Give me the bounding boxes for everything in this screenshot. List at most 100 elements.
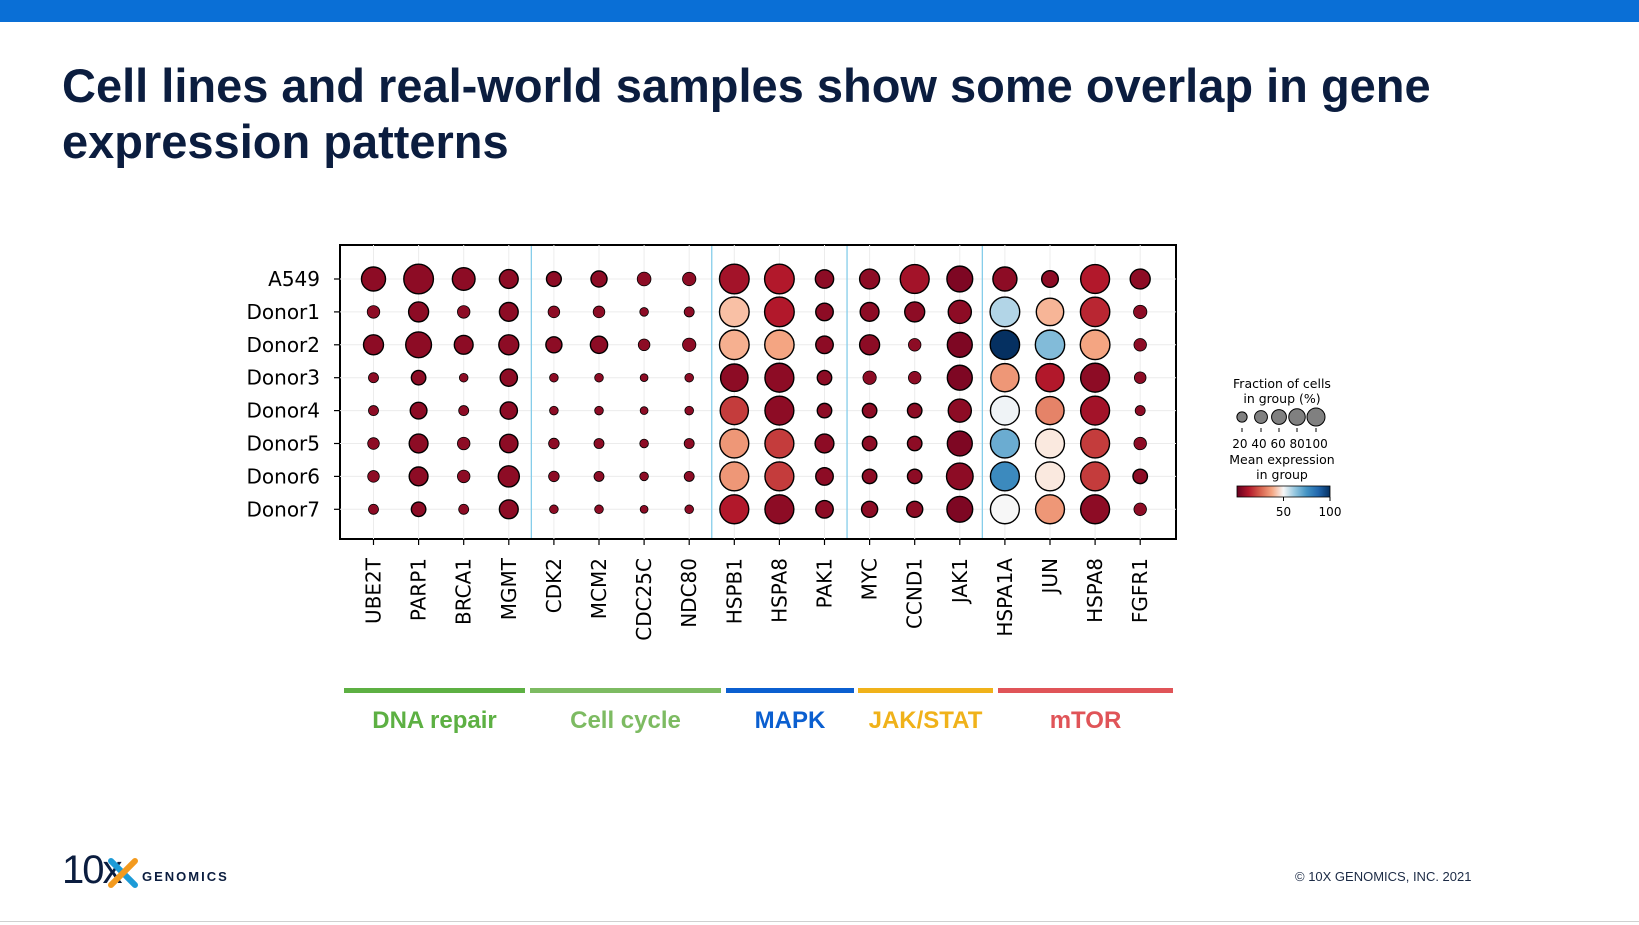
size-legend-dots [1236, 407, 1326, 432]
dot-donor5-jak1 [946, 430, 973, 457]
dot-a549-cdk2 [545, 270, 563, 288]
dot-donor3-hspb1 [719, 363, 749, 393]
dot-donor6-mcm2 [593, 470, 605, 482]
dot-donor2-fgfr1 [1133, 338, 1147, 352]
dot-donor3-hspa8 [764, 362, 795, 393]
dot-donor3-cdc25c [639, 373, 649, 383]
group-label: Cell cycle [570, 707, 681, 734]
dot-a549-hspa1a [992, 266, 1018, 292]
size-legend-dot [1271, 409, 1287, 425]
row-label: A549 [268, 267, 320, 291]
dot-donor7-ndc80 [684, 504, 694, 515]
dot-donor1-brca1 [457, 305, 471, 319]
dot-donor6-hspa8 [764, 461, 795, 492]
dot-donor7-mcm2 [594, 504, 604, 515]
colorbar-tick-label: 100 [1319, 505, 1342, 519]
dot-donor2-cdc25c [637, 338, 651, 352]
gene-label: HSPA8 [1083, 558, 1107, 623]
dot-a549-ndc80 [682, 271, 697, 287]
dot-donor3-hspa1a [990, 362, 1020, 393]
dot-a549-jun [1040, 269, 1060, 289]
dot-donor5-cdk2 [548, 437, 560, 450]
gene-labels: UBE2T PARP1 BRCA1 MGMT CDK2 MCM2 CDC25C NDC80 HS… [362, 539, 1152, 641]
dot-donor4-ccnd1 [906, 402, 923, 419]
dot-donor3-pak1 [816, 369, 833, 386]
dot-a549-ube2t [360, 266, 387, 292]
dot-donor4-jun [1035, 395, 1065, 426]
dot-donor6-jun [1034, 461, 1066, 492]
dot-donor2-ccnd1 [908, 338, 922, 352]
dot-a549-hspa8 [763, 263, 795, 295]
group-label: JAK/STAT [869, 707, 983, 734]
dot-donor6-myc [861, 468, 878, 485]
size-legend-title-2: in group (%) [1243, 391, 1320, 406]
dot-donor4-myc [861, 402, 878, 419]
dot-donor6-parp1 [408, 466, 429, 487]
dot-donor7-hspa1a [989, 494, 1021, 525]
dot-donor6-ube2t [367, 470, 380, 483]
size-legend-dot [1236, 411, 1248, 423]
dot-donor3-myc [862, 370, 877, 385]
dot-donor1-parp1 [407, 301, 430, 323]
dot-donor2-mcm2 [589, 335, 609, 355]
gene-label: BRCA1 [452, 558, 476, 625]
dot-donor5-parp1 [408, 433, 429, 454]
colorbar-ticks: 50 100 [1276, 497, 1342, 519]
dot-donor5-cdc25c [639, 438, 649, 449]
row-label: Donor2 [247, 333, 321, 357]
dot-donor6-pak1 [815, 466, 834, 486]
logo-x-icon [108, 858, 138, 888]
dot-donor3-jak1 [946, 364, 973, 391]
dot-donor7-mgmt [498, 499, 519, 520]
dot-donor4-mcm2 [594, 405, 604, 416]
dot-donor7-jak1 [946, 495, 974, 523]
dot-donor6-mgmt [497, 465, 521, 488]
logo-wordmark: GENOMICS [142, 869, 229, 884]
dot-donor5-ccnd1 [906, 435, 923, 452]
dot-donor5-brca1 [457, 436, 471, 451]
dot-donor5-fgfr1 [1133, 436, 1147, 451]
dot-a549-brca1 [451, 266, 476, 292]
dot-donor5-mcm2 [593, 438, 605, 449]
gene-label: HSPA1A [993, 558, 1017, 637]
dot-donor7-ube2t [368, 503, 379, 515]
dot-donor4-ube2t [368, 405, 379, 417]
dot-donor2-brca1 [453, 334, 474, 355]
dot-donor2-myc [858, 334, 881, 356]
dot-donor3-mgmt [499, 368, 519, 388]
dot-donor2-hspa8 [764, 329, 795, 361]
dot-donor7-hspa8 [1079, 494, 1111, 525]
dot-donor1-cdc25c [639, 307, 649, 317]
gene-label: FGFR1 [1128, 558, 1152, 623]
dot-donor7-pak1 [815, 499, 834, 519]
group-separators [530, 246, 983, 538]
dot-donor6-cdk2 [548, 470, 560, 483]
dot-donor3-ndc80 [684, 372, 694, 383]
dot-donor4-cdk2 [549, 405, 559, 416]
dot-donor1-cdk2 [547, 305, 561, 319]
dot-donor3-jun [1035, 362, 1065, 393]
gene-label: UBE2T [362, 557, 386, 624]
dot-donor2-jak1 [946, 331, 973, 358]
dot-a549-jak1 [946, 265, 974, 293]
dot-donor4-mgmt [499, 401, 519, 420]
footer-divider [0, 921, 1639, 922]
dot-donor7-hspb1 [719, 494, 750, 525]
dot-donor5-ndc80 [683, 438, 695, 449]
dot-donor3-cdk2 [549, 372, 559, 383]
dot-donor2-mgmt [498, 334, 520, 356]
dot-donor2-ndc80 [682, 337, 697, 352]
dot-donor4-pak1 [816, 402, 833, 419]
group-label: DNA repair [372, 707, 496, 734]
dot-donor5-ube2t [367, 437, 380, 450]
dot-donor4-hspb1 [719, 395, 750, 426]
dot-a549-pak1 [814, 269, 835, 289]
gene-label: CDK2 [542, 558, 566, 613]
dot-donor5-hspb1 [719, 428, 750, 459]
dot-a549-cdc25c [636, 271, 652, 287]
dot-donor2-parp1 [405, 331, 433, 359]
dot-donor1-ndc80 [683, 306, 695, 318]
dot-donor5-hspa1a [989, 428, 1021, 459]
group-label: MAPK [755, 707, 826, 734]
